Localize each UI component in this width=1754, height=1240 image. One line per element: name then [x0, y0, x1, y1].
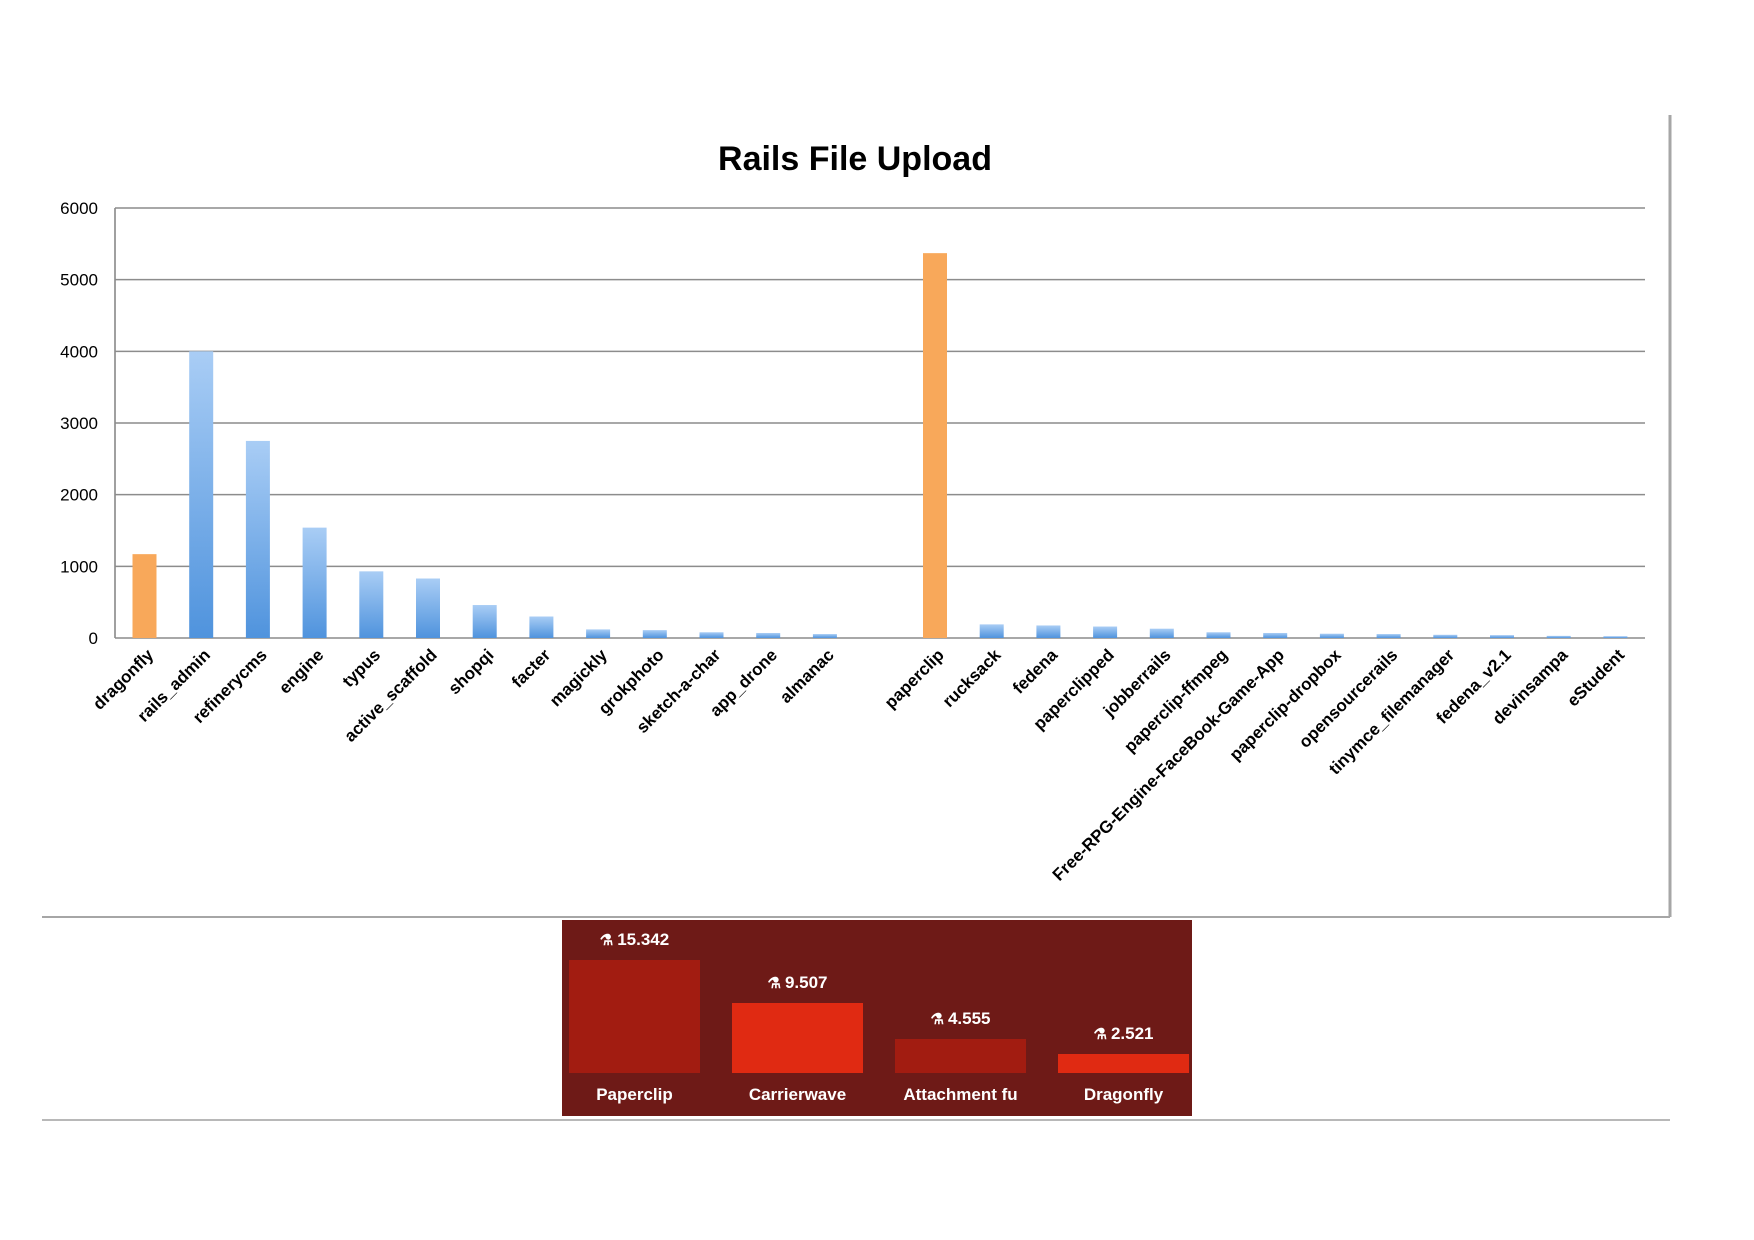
popularity-value-label: ⚗ 15.342: [569, 930, 700, 950]
bar-shopqi: [472, 605, 497, 638]
popularity-value-label: ⚗ 4.555: [895, 1009, 1026, 1029]
chart-title: Rails File Upload: [718, 140, 992, 178]
x-category-label: shopqi: [445, 645, 498, 698]
popularity-bar-carrierwave: [732, 1002, 863, 1073]
y-tick-label: 6000: [60, 199, 98, 218]
x-category-label: paperclip-ffmpeg: [1120, 645, 1231, 756]
flask-icon: ⚗: [599, 932, 614, 949]
x-category-label: paperclip: [881, 645, 948, 712]
bar-rucksack: [979, 624, 1004, 638]
bar-refinerycms: [245, 440, 270, 638]
bar-fedena: [1036, 625, 1061, 638]
bar-paperclip: [923, 253, 947, 638]
bar-facter: [529, 616, 554, 638]
x-category-label: paperclip-dropbox: [1226, 645, 1345, 764]
bar-tinymce-filemanager: [1433, 634, 1458, 638]
flask-icon: ⚗: [767, 974, 781, 992]
x-category-label: engine: [275, 645, 327, 697]
bar-app-drone: [756, 632, 781, 638]
popularity-category-label: Paperclip: [596, 1085, 673, 1104]
popularity-value: 9.507: [784, 972, 828, 992]
bar-paperclipped: [1093, 626, 1118, 638]
x-category-label: almanac: [776, 645, 838, 707]
y-tick-label: 1000: [60, 557, 98, 576]
y-tick-label: 3000: [60, 414, 98, 433]
bar-paperclip-ffmpeg: [1206, 632, 1231, 638]
bar-typus: [359, 571, 384, 638]
flask-icon: ⚗: [1093, 1026, 1107, 1044]
popularity-panel: ⚗ 15.342 Paperclip ⚗ 9.507 Carrierwave ⚗ 4.555 A…: [562, 920, 1192, 1116]
bottom-divider: [42, 1119, 1670, 1121]
x-category-label: eStudent: [1563, 645, 1628, 710]
y-tick-label: 4000: [60, 342, 98, 361]
popularity-category-label: Dragonfly: [1083, 1085, 1164, 1104]
bar-dragonfly: [132, 554, 157, 638]
x-category-label: facter: [508, 645, 554, 691]
bar-paperclip-dropbox: [1319, 633, 1344, 638]
bar-fedena-v2-1: [1490, 635, 1514, 638]
popularity-bar-attachment-fu: [895, 1039, 1026, 1073]
popularity-value: 4.555: [947, 1009, 991, 1029]
x-category-label: rucksack: [939, 645, 1005, 711]
popularity-value: 2.521: [1110, 1024, 1154, 1044]
x-category-label: opensourcerails: [1295, 645, 1401, 751]
bar-opensourcerails: [1376, 634, 1401, 638]
bar-engine: [302, 527, 327, 638]
popularity-bar-dragonfly: [1058, 1054, 1189, 1073]
popularity-value-label: ⚗ 9.507: [732, 973, 863, 993]
y-tick-label: 5000: [60, 271, 98, 290]
y-tick-label: 0: [89, 629, 98, 648]
bar-almanac: [812, 634, 837, 638]
popularity-value-label: ⚗ 2.521: [1058, 1024, 1189, 1044]
x-category-label: typus: [339, 645, 384, 690]
popularity-category-label: Carrierwave: [748, 1085, 847, 1104]
popularity-category-label: Attachment fu: [903, 1085, 1018, 1104]
bar-free-rpg-engine-facebook-game-app: [1263, 632, 1288, 638]
bar-active-scaffold: [416, 578, 440, 638]
popularity-bar-paperclip: [569, 960, 700, 1073]
bar-grokphoto: [642, 630, 667, 638]
bar-estudent: [1603, 636, 1628, 638]
x-category-label: fedena: [1009, 645, 1062, 698]
y-tick-label: 2000: [60, 486, 98, 505]
bar-jobberrails: [1149, 628, 1174, 638]
bar-sketch-a-char: [699, 632, 724, 638]
flask-icon: ⚗: [930, 1011, 944, 1029]
bar-rails-admin: [189, 351, 214, 638]
bar-devinsampa: [1546, 635, 1571, 638]
bar-magickly: [586, 629, 611, 638]
popularity-value: 15.342: [617, 930, 670, 949]
